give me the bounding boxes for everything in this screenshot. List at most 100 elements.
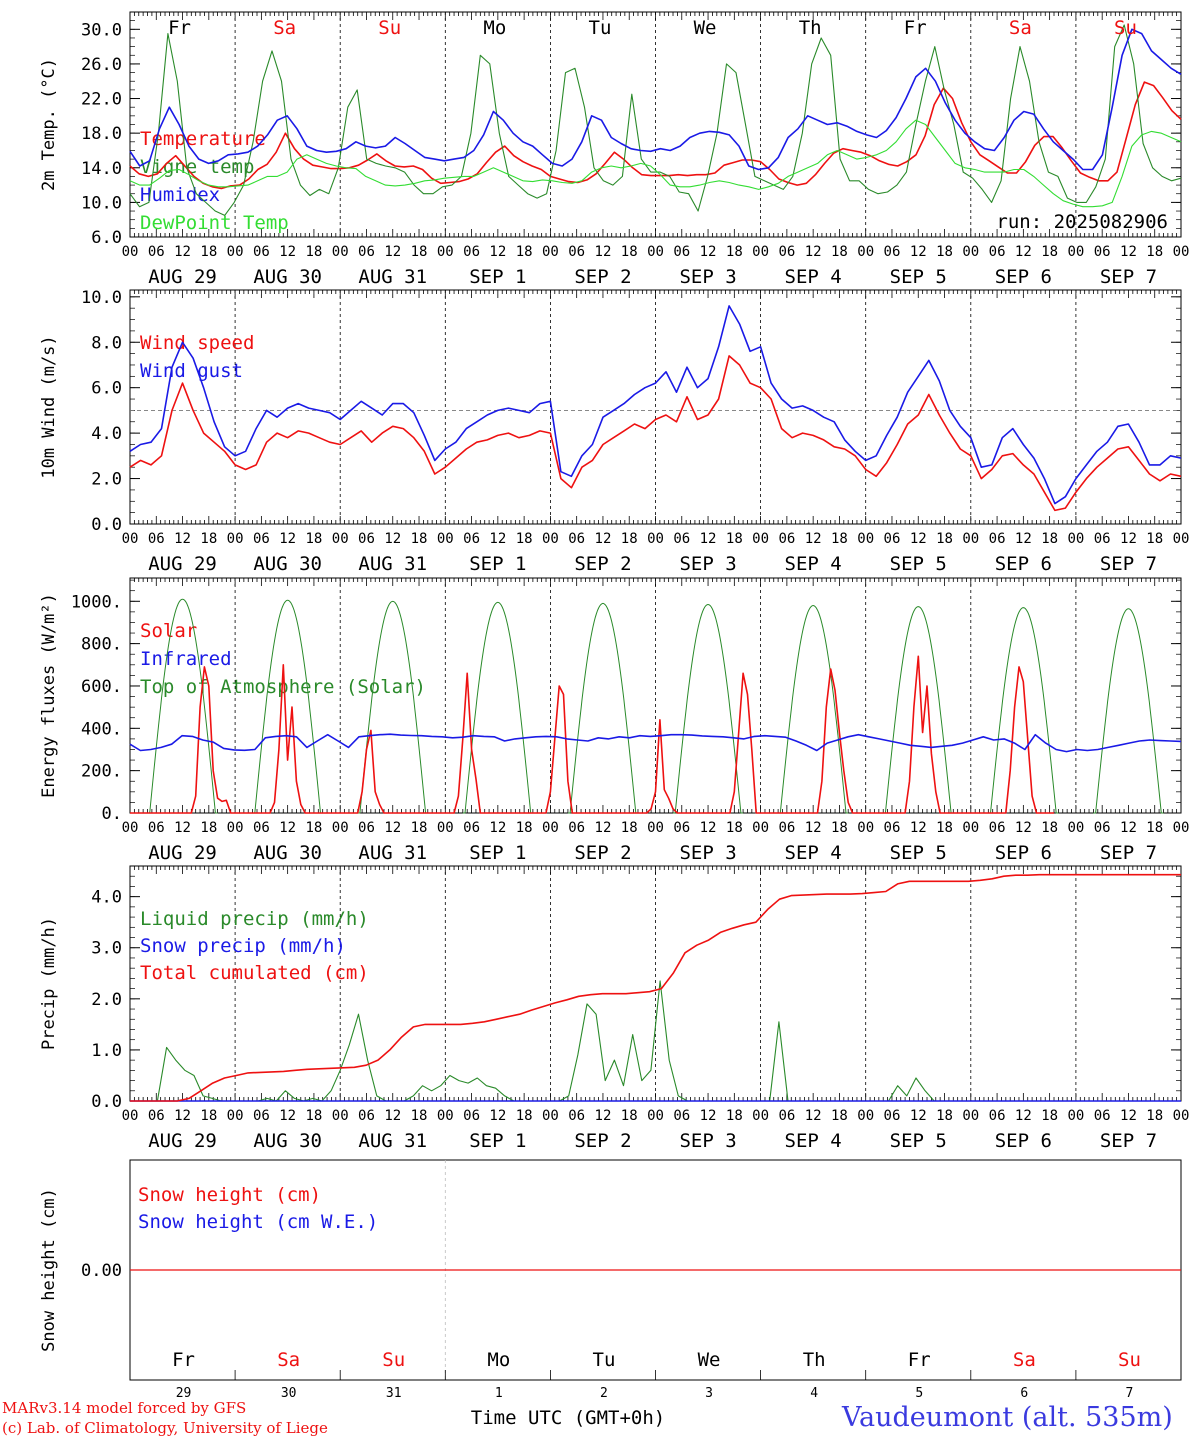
hour-tick-label: 12	[700, 820, 717, 836]
temp-y-tick-label: 26.0	[81, 55, 122, 75]
hour-tick-label: 18	[200, 820, 217, 836]
day-number-label: 31	[386, 1386, 402, 1401]
date-label: SEP 5	[890, 266, 947, 288]
hour-tick-label: 18	[516, 1108, 533, 1124]
hour-tick-label: 18	[621, 531, 638, 547]
hour-tick-label: 12	[1015, 244, 1032, 260]
hour-tick-label: 12	[384, 1108, 401, 1124]
hour-tick-label: 06	[673, 820, 690, 836]
temp-y-tick-label: 10.0	[81, 193, 122, 213]
hour-tick-label: 12	[1015, 1108, 1032, 1124]
date-label: SEP 5	[890, 553, 947, 575]
hour-tick-label: 06	[568, 531, 585, 547]
date-label: SEP 4	[785, 553, 842, 575]
date-label: SEP 7	[1100, 553, 1157, 575]
hour-tick-label: 18	[726, 1108, 743, 1124]
legend-item: Wind speed	[140, 332, 254, 354]
date-label: AUG 29	[148, 1130, 217, 1152]
temp-y-tick-label: 30.0	[81, 20, 122, 40]
hour-tick-label: 12	[174, 1108, 191, 1124]
hour-tick-label: 18	[305, 820, 322, 836]
hour-tick-label: 18	[516, 244, 533, 260]
wind-y-tick-label: 4.0	[91, 424, 122, 444]
hour-tick-label: 06	[673, 531, 690, 547]
precip-y-tick-label: 0.0	[91, 1092, 122, 1112]
day-number-label: 29	[176, 1386, 192, 1401]
hour-tick-label: 18	[411, 531, 428, 547]
legend-item: Snow precip (mm/h)	[140, 935, 346, 957]
wind-y-axis-title: 10m Wind (m/s)	[39, 335, 59, 478]
date-label: SEP 6	[995, 1130, 1052, 1152]
hour-tick-label: 18	[936, 531, 953, 547]
hour-tick-label: 00	[437, 531, 454, 547]
date-label: AUG 30	[253, 842, 322, 864]
hour-tick-label: 12	[489, 244, 506, 260]
precip-y-tick-label: 1.0	[91, 1041, 122, 1061]
hour-tick-label: 06	[148, 820, 165, 836]
series-toa-solar	[147, 598, 218, 814]
series-solar	[130, 655, 1054, 814]
hour-tick-label: 00	[647, 531, 664, 547]
series-humidex	[129, 28, 1182, 171]
weekday-label-top: Sa	[1009, 17, 1032, 39]
hour-tick-label: 12	[1120, 244, 1137, 260]
weekday-label-top: Fr	[904, 17, 927, 39]
snow-y-axis-title: Snow height (cm)	[39, 1188, 59, 1352]
legend-item: Top of Atmosphere (Solar)	[140, 676, 426, 698]
series-toa-solar	[883, 606, 954, 814]
hour-tick-label: 12	[805, 820, 822, 836]
hour-tick-label: 12	[384, 820, 401, 836]
hour-tick-label: 06	[1094, 531, 1111, 547]
hour-tick-label: 06	[989, 820, 1006, 836]
hour-tick-label: 00	[332, 1108, 349, 1124]
hour-tick-label: 06	[1094, 244, 1111, 260]
hour-tick-label: 12	[384, 244, 401, 260]
date-label: SEP 2	[574, 1130, 631, 1152]
temp-y-tick-label: 14.0	[81, 159, 122, 179]
hour-tick-label: 18	[831, 820, 848, 836]
hour-tick-label: 00	[1173, 244, 1190, 260]
legend-item: Solar	[140, 620, 197, 642]
hour-tick-label: 06	[884, 531, 901, 547]
date-label: SEP 6	[995, 553, 1052, 575]
hour-tick-label: 06	[1094, 820, 1111, 836]
legend-item: Humidex	[140, 184, 220, 206]
weekday-label-top: Tu	[589, 17, 612, 39]
legend-item: Snow height (cm)	[138, 1184, 321, 1206]
hour-tick-label: 12	[489, 820, 506, 836]
day-number-label: 1	[495, 1386, 503, 1401]
hour-tick-label: 00	[437, 820, 454, 836]
hour-tick-label: 18	[411, 820, 428, 836]
hour-tick-label: 06	[148, 1108, 165, 1124]
hour-tick-label: 06	[253, 1108, 270, 1124]
hour-tick-label: 00	[542, 1108, 559, 1124]
temp-y-tick-label: 6.0	[91, 228, 122, 248]
hour-tick-label: 00	[647, 244, 664, 260]
hour-tick-label: 06	[1094, 1108, 1111, 1124]
weekday-label-bottom: Th	[803, 1349, 826, 1371]
hour-tick-label: 06	[253, 531, 270, 547]
hour-tick-label: 18	[831, 531, 848, 547]
x-axis-title: Time UTC (GMT+0h)	[471, 1407, 665, 1429]
energy-y-tick-label: 400.	[81, 719, 122, 739]
hour-tick-label: 00	[542, 820, 559, 836]
hour-tick-label: 06	[884, 1108, 901, 1124]
hour-tick-label: 00	[857, 820, 874, 836]
hour-tick-label: 12	[910, 820, 927, 836]
hour-tick-label: 18	[621, 820, 638, 836]
hour-tick-label: 18	[516, 531, 533, 547]
panel-precip: 0.0 1.0 2.0 3.0 4.0 Precip (mm/h) 00 06 12 18 00 06…	[39, 865, 1189, 1152]
hour-tick-label: 12	[595, 244, 612, 260]
energy-y-tick-label: 200.	[81, 762, 122, 782]
hour-tick-label: 00	[542, 531, 559, 547]
hour-tick-label: 12	[910, 244, 927, 260]
hour-tick-label: 00	[332, 244, 349, 260]
hour-tick-label: 00	[857, 1108, 874, 1124]
hour-tick-label: 18	[726, 531, 743, 547]
hour-tick-label: 12	[700, 531, 717, 547]
day-number-label: 6	[1020, 1386, 1028, 1401]
series-toa-solar	[462, 601, 533, 814]
legend-item: Liquid precip (mm/h)	[140, 908, 369, 930]
hour-tick-label: 00	[1067, 1108, 1084, 1124]
hour-tick-label: 12	[595, 1108, 612, 1124]
